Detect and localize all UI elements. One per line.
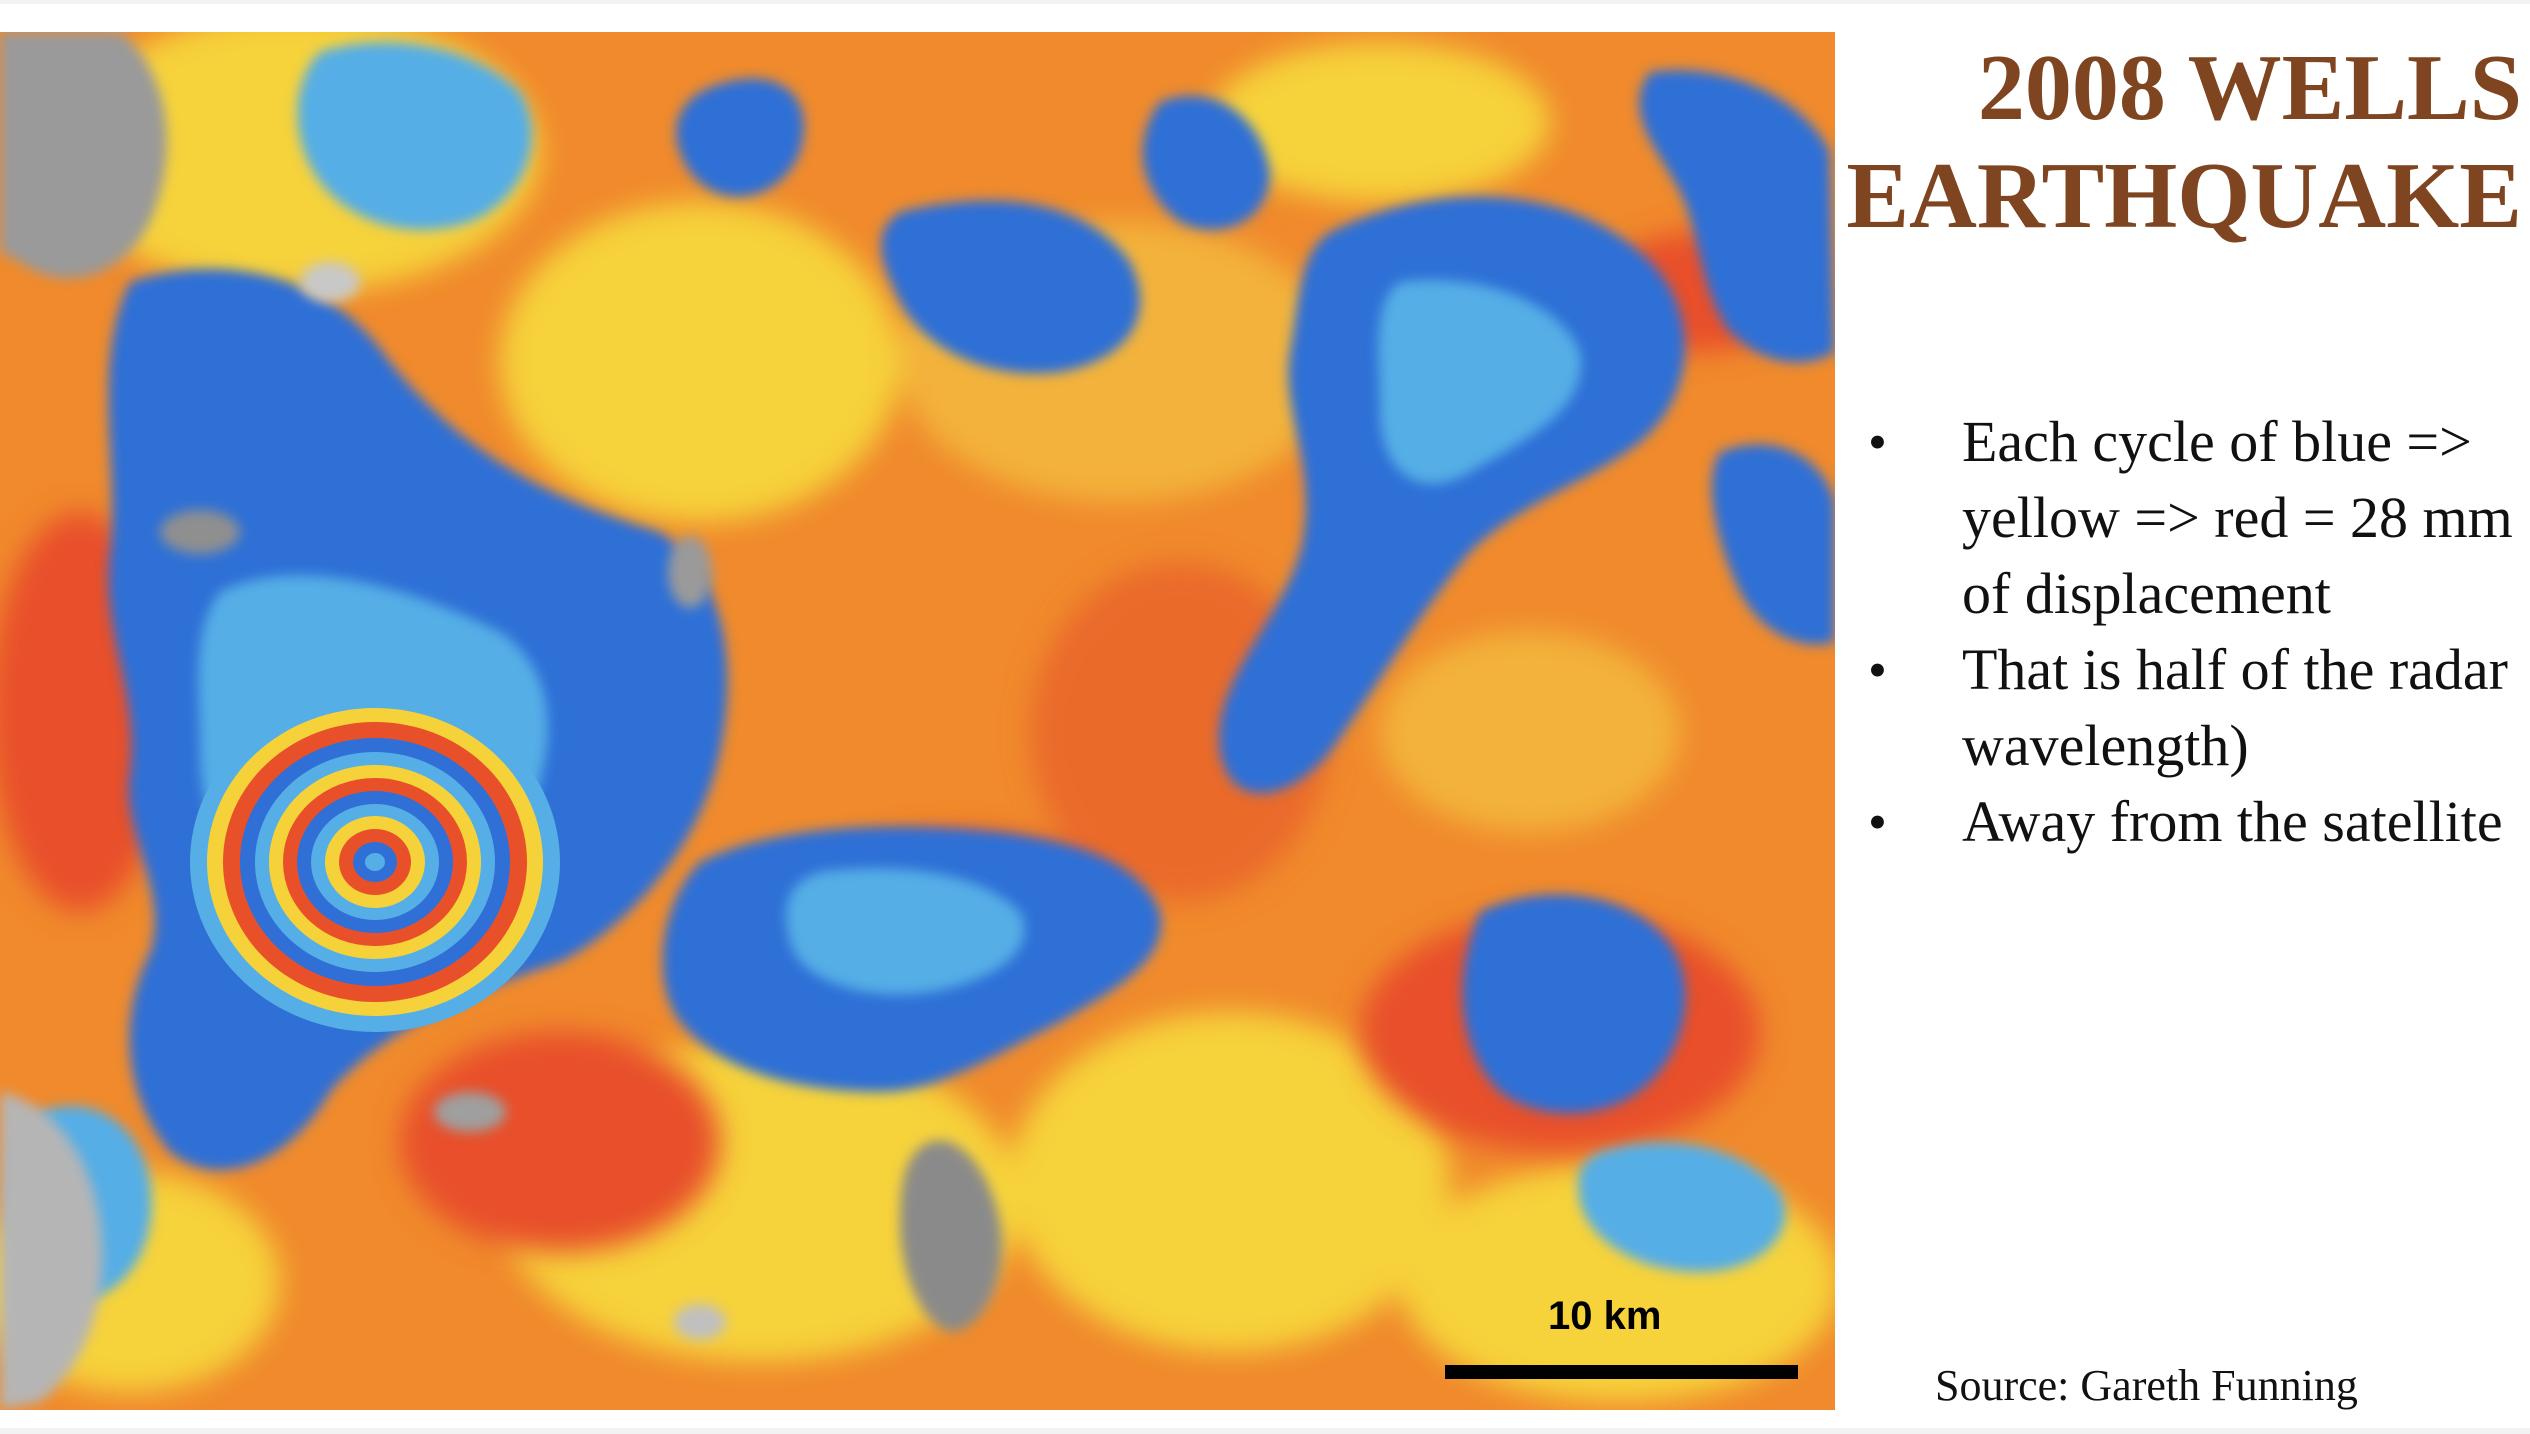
bullet-text: Away from the satellite <box>1962 789 2503 854</box>
bullet-dot: • <box>1868 412 1887 472</box>
fringe-rings <box>190 692 560 1032</box>
bullet-text: That is half of the radar wavelength) <box>1962 637 2508 778</box>
bullet-dot: • <box>1868 640 1887 700</box>
terrain-patches <box>0 32 1002 1410</box>
bullet-item: • Away from the satellite <box>1850 784 2530 860</box>
bullet-item: • Each cycle of blue => yellow => red = … <box>1850 404 2530 632</box>
title-line-2: EARTHQUAKE <box>1846 144 2522 248</box>
bullet-item: • That is half of the radar wavelength) <box>1850 632 2530 784</box>
bullet-list: • Each cycle of blue => yellow => red = … <box>1850 404 2530 860</box>
scale-bar <box>1445 1365 1798 1379</box>
slide: 10 km 2008 WELLS EARTHQUAKE • Each cycle… <box>0 4 2530 1428</box>
interferogram-image <box>0 32 1835 1410</box>
bullet-text: Each cycle of blue => yellow => red = 28… <box>1962 409 2513 626</box>
scale-bar-label: 10 km <box>1548 1294 1662 1338</box>
bullet-dot: • <box>1868 792 1887 852</box>
slide-title: 2008 WELLS EARTHQUAKE <box>1842 34 2522 250</box>
interferogram-map <box>0 32 1835 1410</box>
title-line-1: 2008 WELLS <box>1977 36 2522 140</box>
source-credit: Source: Gareth Funning <box>1935 1361 2358 1410</box>
